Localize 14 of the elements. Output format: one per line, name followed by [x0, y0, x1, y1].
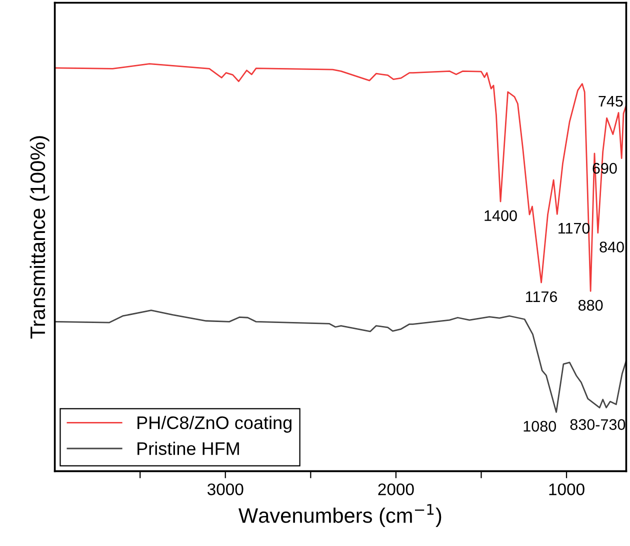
legend-label: PH/C8/ZnO coating	[138, 416, 292, 433]
annotation: 1080	[524, 420, 556, 432]
annotation: 1176	[526, 291, 558, 302]
x-tick-label: 2000	[378, 483, 414, 496]
y-axis-title: Transmittance (100%)	[30, 136, 50, 339]
annotation: 830-730	[570, 419, 626, 430]
annotation: 745	[598, 96, 623, 107]
legend-label: Pristine HFM	[138, 442, 239, 455]
annotation: 840	[600, 242, 624, 252]
x-tick-label: 1000	[549, 483, 584, 496]
annotation: 880	[578, 300, 603, 311]
x-axis-title: Wavenumbers (cm$^{−1}$)	[238, 504, 442, 528]
x-tick-label: 3000	[207, 483, 244, 496]
annotation: 1400	[484, 210, 517, 222]
